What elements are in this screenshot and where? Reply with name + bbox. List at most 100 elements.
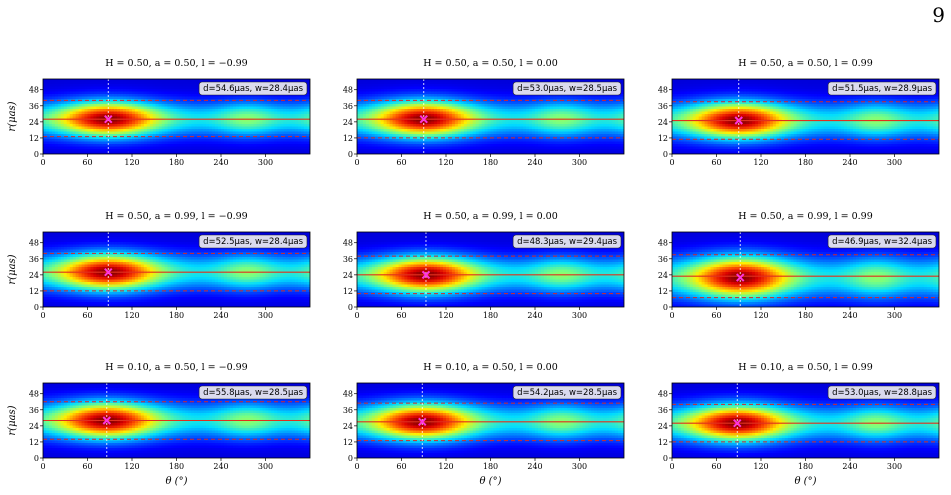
annotation-text: d=51.5μas, w=28.9μas	[832, 84, 933, 94]
x-tick-label: 60	[396, 311, 406, 320]
panel-title: H = 0.50, a = 0.50, l = −0.99	[105, 58, 247, 69]
y-ticks: 0 12 24 36 48	[658, 86, 672, 159]
x-tick-label: 240	[842, 311, 857, 320]
x-tick-label: 60	[82, 462, 92, 471]
panel-title: H = 0.10, a = 0.50, l = −0.99	[105, 362, 247, 373]
x-tick-label: 120	[124, 311, 139, 320]
x-tick-label: 300	[572, 311, 587, 320]
annotation-box: d=48.3μas, w=29.4μas	[512, 234, 622, 249]
x-tick-label: 120	[438, 158, 453, 167]
x-tick-label: 120	[124, 462, 139, 471]
x-tick-label: 300	[887, 158, 902, 167]
y-tick-label: 0	[34, 454, 39, 463]
annotation-text: d=54.2μas, w=28.5μas	[517, 388, 618, 398]
x-tick-label: 0	[40, 462, 45, 471]
annotation-box: d=46.9μas, w=32.4μas	[827, 234, 937, 249]
y-ticks: 0 12 24 36 48	[29, 239, 43, 312]
y-tick-label: 12	[29, 134, 39, 143]
y-tick-label: 48	[29, 86, 39, 95]
x-tick-label: 240	[213, 462, 228, 471]
x-tick-label: 0	[669, 158, 674, 167]
y-tick-label: 24	[343, 118, 353, 127]
x-tick-label: 60	[711, 311, 721, 320]
annotation-text: d=53.0μas, w=28.8μas	[832, 388, 933, 398]
x-tick-label: 120	[438, 462, 453, 471]
x-axis-label: θ (°)	[479, 476, 501, 487]
x-ticks: 0 60 120 180 240 300	[40, 458, 273, 471]
x-tick-label: 240	[842, 462, 857, 471]
x-tick-label: 0	[40, 311, 45, 320]
x-tick-label: 120	[753, 462, 768, 471]
x-tick-label: 180	[798, 158, 813, 167]
y-tick-label: 48	[658, 390, 668, 399]
x-tick-label: 300	[887, 462, 902, 471]
y-tick-label: 24	[29, 422, 39, 431]
peak-marker	[736, 273, 745, 282]
annotation-box: d=54.6μas, w=28.4μas	[198, 81, 308, 96]
x-tick-label: 300	[572, 462, 587, 471]
annotation-text: d=54.6μas, w=28.4μas	[203, 84, 304, 94]
x-tick-label: 180	[798, 311, 813, 320]
y-ticks: 0 12 24 36 48	[658, 239, 672, 312]
y-tick-label: 48	[29, 239, 39, 248]
x-tick-label: 300	[258, 462, 273, 471]
y-tick-label: 24	[29, 271, 39, 280]
x-tick-label: 120	[753, 158, 768, 167]
annotation-box: d=55.8μas, w=28.5μas	[198, 385, 308, 400]
panel-title: H = 0.50, a = 0.50, l = 0.00	[423, 58, 558, 69]
y-tick-label: 48	[658, 239, 668, 248]
panel-2: H = 0.50, a = 0.50, l = 0.00 d=53.0μas, w…	[343, 58, 625, 167]
y-tick-label: 48	[343, 86, 353, 95]
y-ticks: 0 12 24 36 48	[343, 86, 357, 159]
x-tick-label: 60	[396, 462, 406, 471]
x-tick-label: 0	[354, 158, 359, 167]
x-tick-label: 180	[798, 462, 813, 471]
annotation-text: d=52.5μas, w=28.4μas	[203, 237, 304, 247]
y-tick-label: 36	[658, 255, 668, 264]
y-tick-label: 36	[658, 102, 668, 111]
panel-title: H = 0.50, a = 0.99, l = −0.99	[105, 211, 247, 222]
panel-7: H = 0.10, a = 0.50, l = −0.99 d=55.8μas, …	[7, 362, 311, 487]
y-tick-label: 24	[658, 422, 668, 431]
heatmap	[357, 79, 624, 154]
panel-title: H = 0.50, a = 0.99, l = 0.00	[423, 211, 558, 222]
x-tick-label: 0	[40, 158, 45, 167]
y-axis-label: r(μas)	[7, 101, 18, 131]
page-number: 9	[932, 3, 945, 27]
y-ticks: 0 12 24 36 48	[658, 390, 672, 463]
x-tick-label: 180	[169, 462, 184, 471]
y-tick-label: 24	[343, 422, 353, 431]
y-tick-label: 48	[343, 390, 353, 399]
x-tick-label: 60	[711, 462, 721, 471]
y-tick-label: 0	[34, 303, 39, 312]
y-axis-label: r(μas)	[7, 405, 18, 435]
x-tick-label: 180	[483, 462, 498, 471]
y-tick-label: 36	[343, 255, 353, 264]
annotation-text: d=53.0μas, w=28.5μas	[517, 84, 618, 94]
x-axis-label: θ (°)	[794, 476, 816, 487]
annotation-box: d=54.2μas, w=28.5μas	[512, 385, 622, 400]
y-tick-label: 0	[348, 303, 353, 312]
x-tick-label: 240	[527, 311, 542, 320]
x-ticks: 0 60 120 180 240 300	[354, 307, 587, 320]
x-tick-label: 60	[396, 158, 406, 167]
peak-marker	[104, 114, 113, 124]
x-tick-label: 60	[82, 158, 92, 167]
y-tick-label: 0	[34, 150, 39, 159]
x-ticks: 0 60 120 180 240 300	[40, 307, 273, 320]
x-tick-label: 300	[572, 158, 587, 167]
annotation-box: d=52.5μas, w=28.4μas	[198, 234, 308, 249]
x-tick-label: 0	[354, 311, 359, 320]
peak-marker	[102, 416, 111, 425]
y-tick-label: 36	[658, 406, 668, 415]
y-tick-label: 36	[29, 255, 39, 264]
x-tick-label: 300	[887, 311, 902, 320]
peak-marker	[733, 418, 742, 428]
x-tick-label: 120	[438, 311, 453, 320]
ring-lines	[43, 252, 310, 292]
x-tick-label: 120	[753, 311, 768, 320]
y-tick-label: 36	[29, 102, 39, 111]
y-tick-label: 24	[658, 271, 668, 280]
x-ticks: 0 60 120 180 240 300	[669, 307, 902, 320]
